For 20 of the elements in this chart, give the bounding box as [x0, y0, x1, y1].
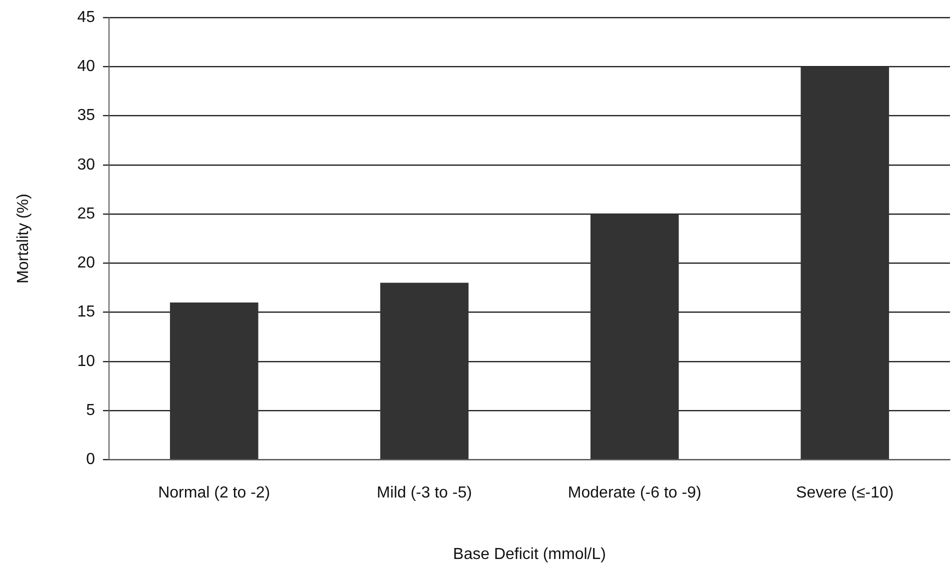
x-tick-label: Severe (≤-10) [796, 484, 894, 502]
y-tick-label: 45 [77, 9, 96, 26]
y-tick-label: 0 [86, 451, 96, 468]
y-tick-label: 10 [77, 352, 96, 370]
x-tick-label: Mild (-3 to -5) [376, 484, 472, 502]
x-axis-title: Base Deficit (mmol/L) [453, 546, 606, 563]
y-tick-label: 35 [77, 107, 96, 124]
x-tick-label: Normal (2 to -2) [158, 484, 270, 502]
y-tick-label: 25 [77, 205, 96, 222]
bar [590, 214, 679, 459]
y-tick-label: 20 [77, 254, 96, 272]
y-axis-title: Mortality (%) [15, 194, 32, 284]
y-tick-label: 15 [77, 304, 96, 321]
x-tick-label: Moderate (-6 to -9) [568, 484, 702, 502]
y-tick-label: 30 [77, 156, 96, 174]
bar [170, 302, 258, 459]
y-tick-label: 5 [86, 402, 96, 419]
bar [800, 66, 890, 459]
bar [380, 282, 469, 459]
y-tick-label: 40 [77, 58, 96, 76]
